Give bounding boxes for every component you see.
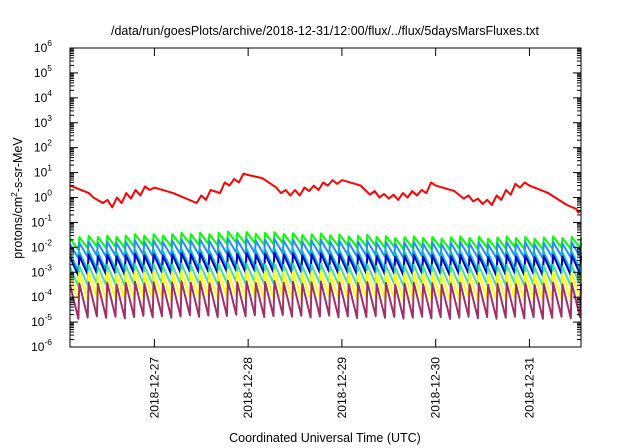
y-tick-label: 10-5 bbox=[31, 312, 52, 329]
y-tick-label: 10-1 bbox=[31, 212, 52, 229]
x-axis-label: Coordinated Universal Time (UTC) bbox=[229, 431, 421, 445]
x-tick-label: 2018-12-30 bbox=[429, 357, 443, 419]
y-tick-label: 100 bbox=[34, 188, 52, 205]
y-tick-label: 101 bbox=[34, 163, 52, 180]
x-tick-label: 2018-12-28 bbox=[241, 357, 255, 419]
y-tick-base: 10 bbox=[34, 166, 48, 180]
y-tick-base: 10 bbox=[31, 215, 45, 229]
y-tick-exp: 3 bbox=[47, 113, 52, 123]
y-tick-exp: -2 bbox=[44, 237, 52, 247]
x-tick-label: 2018-12-27 bbox=[147, 357, 161, 419]
y-tick-base: 10 bbox=[34, 141, 48, 155]
y-tick-exp: -6 bbox=[44, 337, 52, 347]
y-tick-base: 10 bbox=[34, 66, 48, 80]
y-tick-label: 10-3 bbox=[31, 262, 52, 279]
y-tick-base: 10 bbox=[34, 91, 48, 105]
y-tick-exp: -1 bbox=[44, 212, 52, 222]
y-tick-label: 10-6 bbox=[31, 337, 52, 354]
y-tick-label: 103 bbox=[34, 113, 52, 130]
y-axis-label-rest: -s-sr-MeV bbox=[11, 137, 25, 193]
y-tick-exp: -4 bbox=[44, 287, 52, 297]
series-line-8 bbox=[69, 279, 582, 320]
series-line-1 bbox=[69, 172, 582, 214]
y-tick-base: 10 bbox=[34, 191, 48, 205]
y-tick-exp: -5 bbox=[44, 312, 52, 322]
y-tick-exp: 6 bbox=[47, 38, 52, 48]
y-tick-base: 10 bbox=[34, 41, 48, 55]
chart-title: /data/run/goesPlots/archive/2018-12-31/1… bbox=[111, 24, 540, 38]
y-tick-exp: 5 bbox=[47, 63, 52, 73]
y-tick-exp: 0 bbox=[47, 188, 52, 198]
y-tick-exp: 1 bbox=[47, 163, 52, 173]
y-tick-base: 10 bbox=[31, 265, 45, 279]
y-tick-label: 104 bbox=[34, 88, 52, 105]
y-tick-label: 10-4 bbox=[31, 287, 52, 304]
y-axis-label-sup: 2 bbox=[9, 192, 19, 197]
y-tick-label: 105 bbox=[34, 63, 52, 80]
y-axis-label-base: protons/cm bbox=[11, 197, 25, 259]
x-axis: 2018-12-27 2018-12-28 2018-12-29 2018-12-30… bbox=[147, 48, 536, 418]
y-tick-base: 10 bbox=[31, 315, 45, 329]
x-tick-label: 2018-12-29 bbox=[335, 357, 349, 419]
series-layer bbox=[69, 172, 582, 320]
y-tick-base: 10 bbox=[31, 290, 45, 304]
y-axis-label: protons/cm2-s-sr-MeV bbox=[9, 137, 25, 259]
y-axis: 10-610-510-410-310-210-11001011021031041… bbox=[31, 38, 581, 354]
y-tick-base: 10 bbox=[31, 340, 45, 354]
x-tick-label: 2018-12-31 bbox=[522, 357, 536, 419]
y-tick-base: 10 bbox=[34, 116, 48, 130]
y-tick-exp: 2 bbox=[47, 138, 52, 148]
y-tick-label: 10-2 bbox=[31, 237, 52, 254]
y-tick-label: 106 bbox=[34, 38, 52, 55]
y-tick-label: 102 bbox=[34, 138, 52, 155]
y-tick-base: 10 bbox=[31, 240, 45, 254]
y-tick-exp: -3 bbox=[44, 262, 52, 272]
y-tick-exp: 4 bbox=[47, 88, 52, 98]
